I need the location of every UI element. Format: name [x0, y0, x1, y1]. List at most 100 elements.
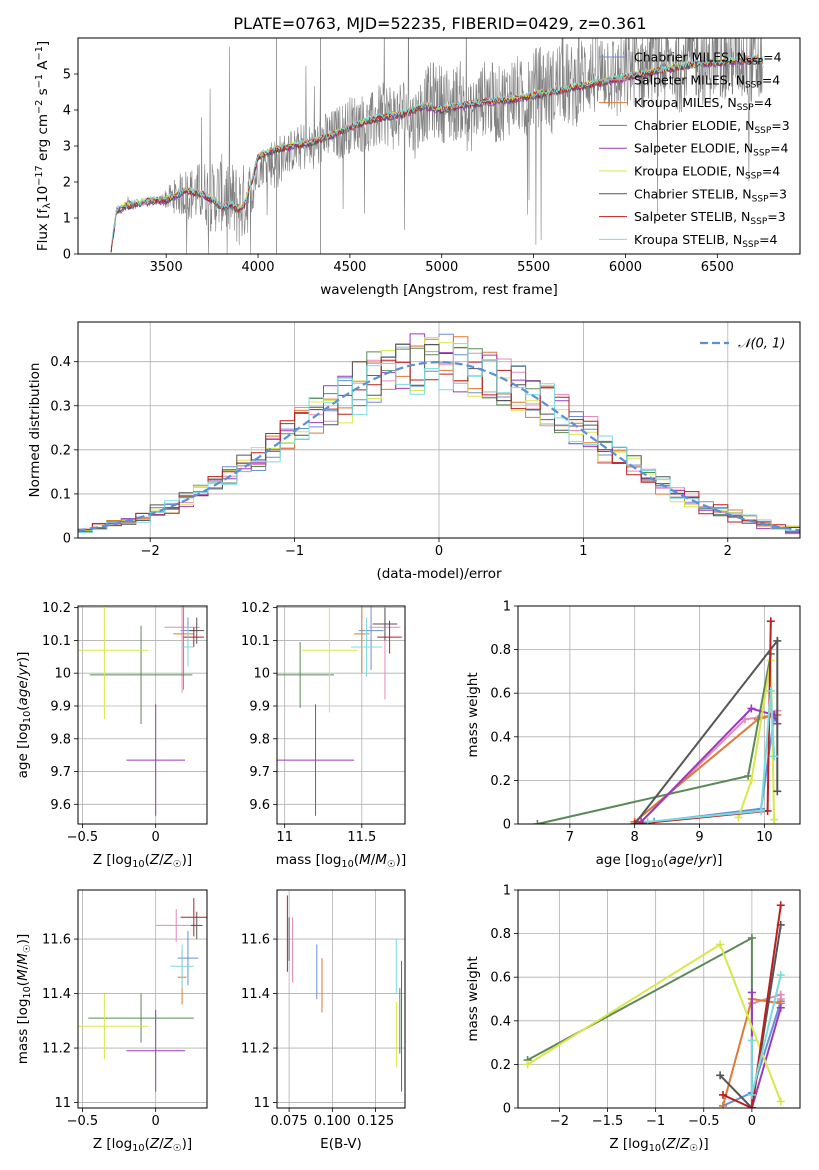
- legend-label: 𝒩(0, 1): [738, 337, 785, 352]
- x-tick-label: −2: [141, 544, 160, 559]
- x-axis-label: mass [log10(M/M☉)]: [276, 852, 406, 870]
- y-tick-label: 0.2: [490, 1058, 511, 1073]
- weight-marker: [744, 772, 753, 781]
- weight-line-8: [750, 974, 782, 1096]
- weight-marker: [747, 988, 756, 997]
- errorbar-point-4: [126, 704, 186, 816]
- errorbar-point-6: [189, 617, 205, 644]
- normal-reference-curve: [78, 360, 800, 532]
- y-tick-label: 10.1: [241, 634, 270, 649]
- y-tick-label: 9.6: [50, 798, 71, 813]
- weight-marker: [719, 1101, 728, 1108]
- y-tick-label: 0.4: [490, 1014, 511, 1029]
- weight-marker: [747, 704, 756, 713]
- x-tick-label: 3500: [150, 260, 183, 275]
- y-tick-label: 1: [503, 884, 511, 899]
- errorbar-point-2: [354, 606, 370, 674]
- weight-line-7: [722, 905, 782, 1108]
- weight-marker: [716, 940, 725, 949]
- legend-label: Chabrier MILES, NSSP=4: [634, 50, 782, 68]
- y-tick-label: 0.1: [50, 487, 71, 502]
- weight-marker: [773, 636, 782, 645]
- y-tick-label: 0.6: [490, 687, 511, 702]
- errorbar-point-7: [377, 620, 402, 654]
- weight-marker: [776, 1097, 785, 1106]
- x-tick-label: 6000: [609, 260, 642, 275]
- spectrum-frame: [77, 37, 801, 255]
- weight-marker: [770, 752, 779, 761]
- y-axis-label: Flux [fλ10−17 erg cm−2 s−1 A−1]: [34, 41, 53, 251]
- y-tick-label: 0.4: [490, 730, 511, 745]
- x-tick-label: −1.5: [592, 1114, 624, 1129]
- weight-marker: [734, 813, 743, 822]
- weight-vs-Z-lines: [523, 901, 785, 1108]
- figure-title: PLATE=0763, MJD=52235, FIBERID=0429, z=0…: [233, 14, 646, 33]
- weight-line-7: [634, 621, 772, 824]
- x-tick-label: −1: [646, 1114, 665, 1129]
- y-tick-label: 0: [503, 818, 511, 833]
- y-tick-label: 10.1: [42, 634, 71, 649]
- x-tick-label: 4500: [333, 260, 366, 275]
- y-tick-label: 11: [54, 1096, 71, 1111]
- legend-label: Kroupa STELIB, NSSP=4: [634, 232, 778, 250]
- x-axis-label: Z [log10(Z/Z☉)]: [93, 1136, 192, 1154]
- y-tick-label: 4: [63, 104, 71, 119]
- residuals-axes: −2 −1 0 1 2 0 0.1 0.2 0.3 0.4: [50, 322, 800, 559]
- errorbar-point-5: [78, 606, 149, 720]
- mass-vs-Z-axes: −0.5 0 11 11.2 11.4 11.6: [42, 890, 207, 1129]
- weight-marker: [643, 817, 652, 824]
- mass-vs-EBV-frame: [276, 889, 406, 1109]
- errorbar-point-4: [277, 704, 355, 816]
- weight-line-3: [527, 936, 753, 1108]
- x-axis-label: Z [log10(Z/Z☉)]: [609, 1136, 708, 1154]
- x-tick-label: 8: [631, 830, 639, 845]
- y-tick-label: 11.2: [42, 1042, 71, 1057]
- y-tick-label: 9.9: [50, 699, 71, 714]
- y-tick-label: 10: [54, 667, 71, 682]
- legend-label: Salpeter ELODIE, NSSP=4: [634, 141, 789, 159]
- x-tick-label: −0.5: [67, 830, 99, 845]
- y-tick-label: 11.2: [241, 1042, 270, 1057]
- errorbar-point-4: [126, 1009, 186, 1092]
- weight-marker: [747, 776, 756, 785]
- y-tick-label: 0.6: [490, 971, 511, 986]
- mass-vs-Z-points: [78, 898, 207, 1092]
- y-tick-label: 11.4: [42, 987, 71, 1002]
- y-axis-label: Normed distribution: [27, 363, 43, 498]
- x-tick-label: 2: [724, 544, 732, 559]
- errorbar-point-8: [182, 627, 194, 667]
- x-axis-label: wavelength [Angstrom, rest frame]: [320, 282, 558, 298]
- errorbar-point-5: [78, 993, 149, 1059]
- legend-label: Chabrier ELODIE, NSSP=3: [634, 118, 790, 136]
- y-tick-label: 3: [63, 140, 71, 155]
- y-axis-label: age [log10(age/yr)]: [15, 652, 33, 779]
- age-vs-mass-axes: 11 11.5 9.6 9.7 9.8 9.9 10 10.1 10.2: [241, 601, 405, 845]
- weight-vs-age-frame: [517, 605, 801, 825]
- errorbar-point-8: [351, 617, 382, 677]
- legend-label: Salpeter MILES, NSSP=4: [634, 72, 780, 90]
- y-tick-label: 1: [503, 600, 511, 615]
- x-tick-label: 0: [748, 1114, 756, 1129]
- x-tick-label: 0.100: [314, 1114, 351, 1129]
- errorbar-point-2: [173, 606, 194, 690]
- weight-marker: [776, 1003, 785, 1012]
- y-tick-label: 0: [63, 248, 71, 263]
- x-tick-label: 5500: [517, 260, 550, 275]
- y-axis-label: mass [log10(M/M☉)]: [15, 934, 33, 1064]
- errorbar-point-0: [177, 930, 199, 986]
- y-tick-label: 9.8: [249, 732, 270, 747]
- weight-marker: [776, 971, 785, 980]
- x-tick-label: −2: [550, 1114, 569, 1129]
- weight-marker: [523, 1060, 532, 1069]
- errorbar-point-7: [183, 627, 205, 647]
- x-tick-label: 0: [435, 544, 443, 559]
- y-tick-label: 11.4: [241, 987, 270, 1002]
- y-tick-label: 9.9: [249, 699, 270, 714]
- legend-label: Kroupa MILES, NSSP=4: [634, 95, 772, 113]
- weight-marker: [766, 687, 775, 696]
- y-tick-label: 0.2: [50, 443, 71, 458]
- x-axis-label: age [log10(age/yr)]: [596, 852, 723, 870]
- errorbar-point-8: [170, 944, 194, 989]
- age-vs-Z-points: [78, 606, 205, 816]
